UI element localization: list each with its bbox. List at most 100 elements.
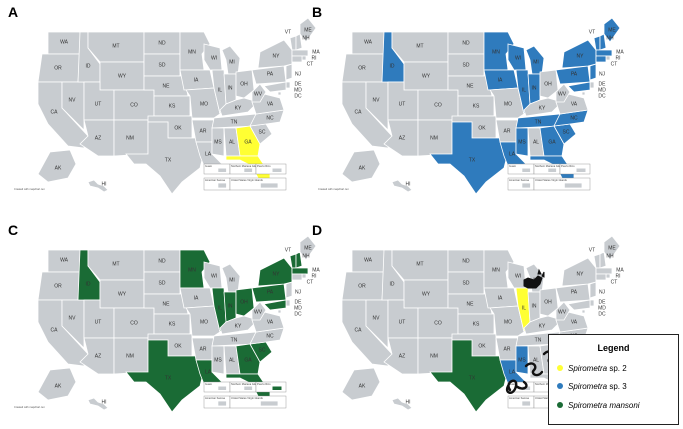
state-label: IN: [532, 303, 537, 309]
state-label: ID: [390, 281, 395, 287]
state-label: TX: [469, 157, 476, 163]
state-label: MD: [294, 305, 302, 311]
state-label: VT: [589, 29, 595, 35]
state-label: VT: [285, 29, 291, 35]
state-label: MS: [214, 139, 222, 145]
state-label: DC: [294, 93, 302, 99]
state-label: OK: [478, 343, 486, 349]
state-label: IN: [228, 85, 233, 91]
inset-label: Northern Mariana Islands: [231, 164, 261, 168]
territory-shape: [218, 386, 227, 390]
state-ct: [291, 273, 303, 281]
state-label: RI: [616, 55, 621, 61]
state-label: TN: [231, 337, 238, 343]
state-label: LA: [205, 151, 212, 157]
inset-box: [559, 163, 591, 175]
state-label: WA: [364, 257, 373, 263]
state-label: VT: [285, 247, 291, 253]
state-ky: [219, 97, 259, 117]
territory-shape: [522, 168, 531, 172]
state-label: MD: [598, 305, 606, 311]
state-label: CA: [51, 327, 59, 333]
state-label: MI: [229, 277, 235, 283]
state-label: VA: [267, 319, 274, 325]
state-label: MD: [598, 87, 606, 93]
state-label: SC: [259, 129, 266, 135]
state-label: TX: [165, 375, 172, 381]
territory-shape: [272, 386, 282, 390]
state-label: NE: [467, 301, 475, 307]
state-label: CT: [611, 279, 618, 285]
state-wv: [251, 301, 267, 321]
state-label: AR: [200, 346, 207, 352]
state-labels: WA OR CA NV ID MT WY UT AZ CO NM ND SD NE KS OK TX MN IA MO…: [355, 27, 625, 187]
state-vt: [289, 253, 297, 269]
state-label: SD: [463, 280, 470, 286]
state-ma: [595, 49, 613, 57]
state-label: TX: [165, 157, 172, 163]
state-label: VT: [589, 247, 595, 253]
state-label: HI: [102, 399, 107, 405]
state-label: MS: [518, 139, 526, 145]
territory-shape: [272, 168, 282, 172]
state-label: GA: [244, 357, 252, 363]
state-label: PA: [571, 71, 578, 77]
state-label: ME: [304, 245, 312, 251]
state-label: RI: [312, 273, 317, 279]
cat-icon: [523, 268, 545, 289]
state-ma: [291, 267, 309, 275]
state-label: AZ: [399, 353, 405, 359]
state-label: VA: [267, 101, 274, 107]
state-label: WV: [254, 91, 263, 97]
state-label: CA: [355, 109, 363, 115]
state-dc: [581, 309, 586, 314]
state-label: LA: [509, 369, 516, 375]
state-label: AZ: [95, 353, 101, 359]
inset-label: American Samoa: [509, 178, 529, 182]
state-label: NJ: [599, 71, 606, 77]
state-label: WY: [422, 73, 431, 79]
state-md: [567, 299, 591, 311]
inset-label: Guam: [509, 382, 516, 386]
state-nj: [285, 281, 293, 299]
state-label: CO: [130, 320, 138, 326]
state-label: MA: [616, 49, 624, 55]
state-label: MT: [112, 261, 119, 267]
state-label: OK: [174, 343, 182, 349]
state-label: MD: [294, 87, 302, 93]
state-de: [589, 81, 595, 89]
state-nh: [599, 33, 607, 51]
state-label: OH: [240, 81, 248, 87]
map-credit: Created with mapchart.net: [318, 187, 349, 191]
state-label: DE: [295, 299, 303, 305]
state-label: AR: [504, 128, 511, 134]
territory-shape: [548, 168, 557, 172]
state-labels: WA OR CA NV ID MT WY UT AZ CO NM ND SD NE KS OK TX MN IA MO…: [51, 245, 321, 405]
state-label: WA: [60, 39, 69, 45]
state-ky: [523, 315, 563, 335]
us-map: WA OR CA NV ID MT WY UT AZ CO NM ND SD NE KS OK TX MN IA MO…: [14, 235, 321, 413]
state-label: IA: [194, 295, 199, 301]
state-me: [299, 235, 317, 261]
panel-letter: A: [8, 4, 19, 20]
state-label: MT: [416, 261, 423, 267]
state-label: MI: [229, 59, 235, 65]
state-ct: [291, 55, 303, 63]
state-shapes: [37, 235, 317, 413]
legend-item: Spirometra sp. 2: [557, 362, 627, 374]
map-credit: Created with mapchart.net: [14, 405, 45, 409]
state-label: NC: [266, 115, 274, 121]
state-label: TX: [469, 375, 476, 381]
state-label: ND: [462, 258, 470, 264]
state-nv: [365, 299, 389, 349]
state-label: NC: [266, 333, 274, 339]
state-label: TN: [231, 119, 238, 125]
inset-label: United States Virgin Islands: [231, 178, 264, 182]
state-label: OH: [240, 299, 248, 305]
state-label: WA: [60, 257, 69, 263]
state-label: MN: [188, 267, 196, 273]
state-label: CO: [434, 102, 442, 108]
state-label: DC: [598, 311, 606, 317]
state-label: DE: [599, 81, 607, 87]
